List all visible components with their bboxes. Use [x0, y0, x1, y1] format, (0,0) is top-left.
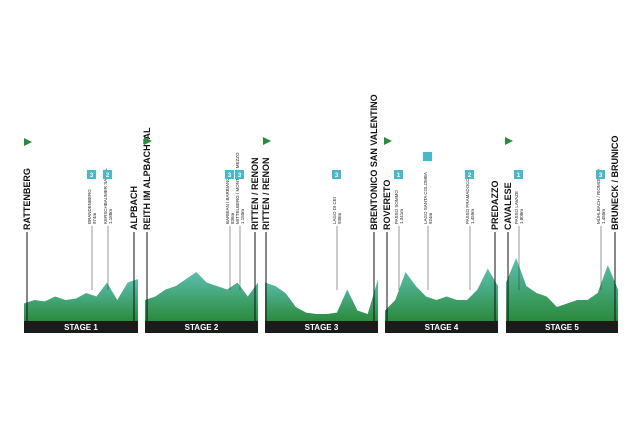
- climb-name: KERSCHBAUMER SATTEL: [103, 168, 108, 224]
- elevation-profile: [385, 268, 498, 321]
- town-name: RATTENBERG: [22, 168, 32, 230]
- climb-icon: [423, 152, 432, 161]
- category-number: 2: [468, 173, 472, 179]
- stage-bar: [385, 321, 498, 333]
- climb-name: LAGO DI CEI: [332, 197, 337, 224]
- climb-name: MITTELBERG / MONTE DI MEZZO: [235, 152, 240, 224]
- category-badge: [596, 170, 605, 179]
- town-name: RITTEN / RENON: [250, 157, 260, 230]
- category-number: 1: [397, 173, 401, 179]
- start-flag: [384, 137, 392, 145]
- climb-label: PASSO PRAMADOCCIO1.459m: [465, 173, 475, 224]
- climb-altitude: 836m: [230, 212, 235, 224]
- town-name: ALPBACH: [129, 186, 139, 230]
- category-number: 3: [228, 173, 232, 179]
- climb-name: LAGO SANTA COLOMBA: [423, 172, 428, 224]
- category-number: 3: [238, 173, 242, 179]
- category-number: 3: [599, 173, 603, 179]
- climb-label: BARBIAN / BARBIANO836m: [225, 177, 235, 224]
- category-number: 3: [335, 173, 339, 179]
- category-number: 3: [90, 173, 94, 179]
- stage-label: STAGE 2: [185, 323, 219, 332]
- category-badge: [103, 170, 112, 179]
- climb-altitude: 1.450m: [601, 209, 606, 224]
- category-number: 2: [106, 173, 110, 179]
- town-name: RITTEN / RENON: [261, 157, 271, 230]
- start-flag: [24, 138, 32, 146]
- elevation-profile: [24, 279, 138, 321]
- climb-label: PASSO SOMMO1.341m: [394, 190, 404, 224]
- climb-name: BRANDENBERG: [87, 189, 92, 224]
- climb-label: LAGO DI CEI938m: [332, 197, 342, 224]
- climb-name: PASSO PRAMADOCCIO: [465, 173, 470, 224]
- climb-name: PASSO LAVAZE: [514, 191, 519, 224]
- town-name: BRUNECK / BRUNICO: [610, 136, 620, 231]
- climb-name: MÜHLBACH / RIOMOLINO: [595, 169, 601, 224]
- climb-label: BRANDENBERG974m: [87, 189, 97, 224]
- start-flag: [263, 137, 271, 145]
- climb-altitude: 924m: [428, 212, 433, 224]
- climb-label: LAGO SANTA COLOMBA924m: [423, 172, 433, 224]
- stage-label: STAGE 1: [64, 323, 98, 332]
- climb-altitude: 974m: [92, 212, 97, 224]
- climb-label: MÜHLBACH / RIOMOLINO1.450m: [595, 169, 606, 224]
- stage-bar: [265, 321, 378, 333]
- climb-altitude: 1.459m: [470, 209, 475, 224]
- stage-label: STAGE 5: [545, 323, 579, 332]
- stage-label: STAGE 4: [425, 323, 459, 332]
- town-name: CAVALESE: [503, 182, 513, 230]
- category-badge: [332, 170, 341, 179]
- stage-bar: [506, 321, 618, 333]
- climb-label: KERSCHBAUMER SATTEL1.188m: [103, 168, 113, 224]
- elevation-profile: [506, 258, 618, 321]
- category-badge: [87, 170, 96, 179]
- start-flag: [505, 137, 513, 145]
- elevation-profile: [265, 279, 378, 321]
- town-name: BRENTONICO SAN VALENTINO: [369, 94, 379, 230]
- town-name: REITH IM ALPBACHTAL: [142, 127, 152, 230]
- climb-name: PASSO SOMMO: [394, 190, 399, 224]
- category-badge: [225, 170, 234, 179]
- elevation-profile: [145, 272, 258, 321]
- town-name: ROVERETO: [382, 180, 392, 230]
- category-number: 1: [517, 173, 521, 179]
- climb-altitude: 938m: [337, 212, 342, 224]
- climb-altitude: 1.188m: [108, 209, 113, 224]
- climb-altitude: 1.150m: [240, 209, 245, 224]
- climb-label: MITTELBERG / MONTE DI MEZZO1.150m: [235, 152, 245, 224]
- stage-label: STAGE 3: [305, 323, 339, 332]
- town-name: PREDAZZO: [490, 181, 500, 231]
- category-badge: [235, 170, 244, 179]
- climb-name: BARBIAN / BARBIANO: [225, 177, 230, 224]
- category-badge: [465, 170, 474, 179]
- category-badge: [394, 170, 403, 179]
- climb-altitude: 1.808m: [519, 209, 524, 224]
- start-flag: [144, 137, 152, 145]
- category-badge: [514, 170, 523, 179]
- climb-altitude: 1.341m: [399, 209, 404, 224]
- stage-bar: [24, 321, 138, 333]
- climb-label: PASSO LAVAZE1.808m: [514, 191, 524, 224]
- stage-bar: [145, 321, 258, 333]
